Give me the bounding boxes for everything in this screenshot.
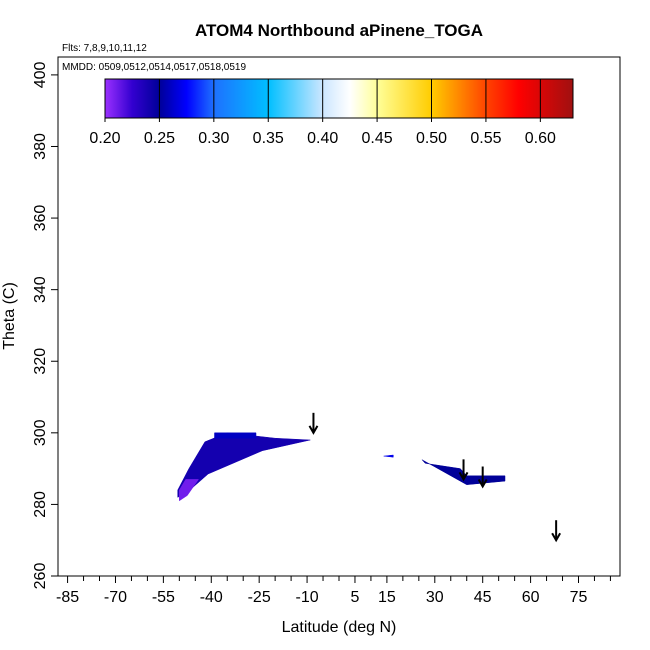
x-tick-label: -55 xyxy=(152,589,175,606)
dates-note: MMDD: 0509,0512,0514,0517,0518,0519 xyxy=(62,62,246,73)
arrow-marker xyxy=(477,466,488,489)
arrow-marker xyxy=(308,412,319,435)
y-tick-label: 340 xyxy=(32,276,49,303)
marker-layer xyxy=(308,412,562,543)
x-tick-label: -10 xyxy=(296,589,319,606)
y-tick-label: 300 xyxy=(32,419,49,446)
arrow-head xyxy=(308,425,319,435)
y-axis: 260 280 300 320 340 360 380 400 xyxy=(32,61,58,589)
x-axis-label: Latitude (deg N) xyxy=(282,619,397,636)
arrow-marker xyxy=(551,520,562,543)
x-tick-label: 45 xyxy=(474,589,492,606)
colorbar: 0.20 0.25 0.30 0.35 0.40 0.45 0.50 0.55 0.60 xyxy=(89,78,574,147)
arrow-marker xyxy=(458,459,469,482)
colorbar-tick-label: 0.30 xyxy=(198,130,229,147)
y-tick-label: 400 xyxy=(32,61,49,88)
y-tick-label: 260 xyxy=(32,563,49,590)
x-tick-label: 15 xyxy=(378,589,396,606)
arrow-head xyxy=(477,479,488,489)
data-region-northern-thin-tail xyxy=(383,454,394,458)
data-region-southern-low-patch xyxy=(179,479,199,502)
data-region-southern-slope xyxy=(177,432,311,498)
x-tick-label: 30 xyxy=(426,589,444,606)
colorbar-tick-label: 0.25 xyxy=(144,130,175,147)
colorbar-tick-label: 0.20 xyxy=(89,130,120,147)
colorbar-tick-label: 0.45 xyxy=(362,130,393,147)
x-axis: -85 -70 -55 -40 -25 -10 5 15 30 45 60 75 xyxy=(56,576,611,606)
x-tick-label: -70 xyxy=(104,589,127,606)
y-tick-label: 380 xyxy=(32,133,49,160)
y-axis-label: Theta (C) xyxy=(1,282,18,350)
colorbar-ticks: 0.20 0.25 0.30 0.35 0.40 0.45 0.50 0.55 0.60 xyxy=(89,79,556,147)
arrow-head xyxy=(551,532,562,543)
arrow-head xyxy=(458,471,469,482)
chart-title: ATOM4 Northbound aPinene_TOGA xyxy=(195,21,483,40)
y-tick-label: 360 xyxy=(32,205,49,232)
x-tick-label: -85 xyxy=(56,589,79,606)
x-tick-label: -40 xyxy=(200,589,223,606)
x-tick-label: 75 xyxy=(570,589,588,606)
x-tick-label: 60 xyxy=(522,589,540,606)
y-tick-label: 280 xyxy=(32,491,49,518)
flights-note: Flts: 7,8,9,10,11,12 xyxy=(62,43,147,54)
colorbar-tick-label: 0.40 xyxy=(307,130,338,147)
colorbar-tick-label: 0.50 xyxy=(416,130,447,147)
colorbar-rect xyxy=(104,78,574,119)
colorbar-tick-label: 0.60 xyxy=(525,130,556,147)
y-tick-label: 320 xyxy=(32,348,49,375)
data-layer xyxy=(177,432,506,502)
data-region-southern-upper-band xyxy=(214,432,257,439)
x-tick-label: -25 xyxy=(248,589,271,606)
colorbar-tick-label: 0.55 xyxy=(470,130,501,147)
x-tick-label: 5 xyxy=(351,589,360,606)
colorbar-tick-label: 0.35 xyxy=(253,130,284,147)
